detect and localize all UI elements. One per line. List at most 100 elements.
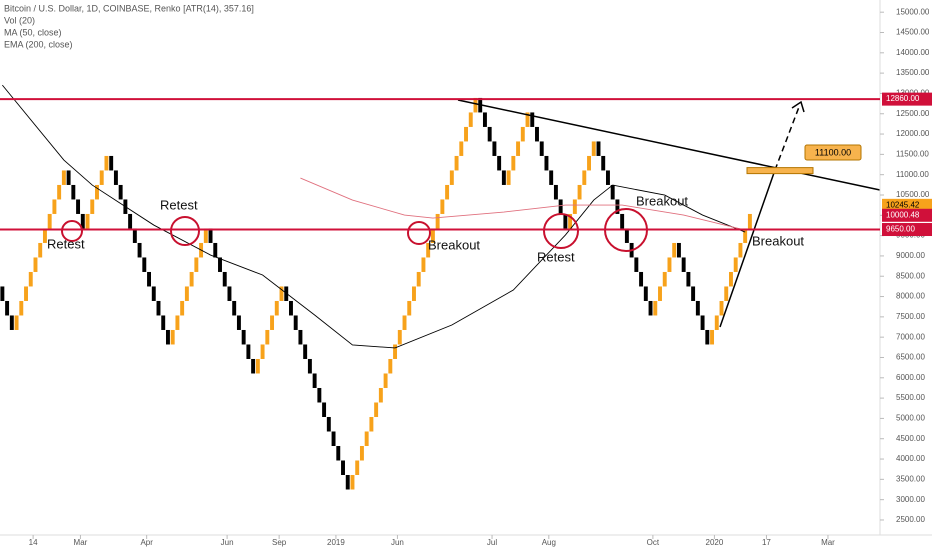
brick [147,271,151,287]
projection-line [774,106,800,171]
brick [19,300,24,316]
brick [719,300,724,316]
brick [246,344,251,359]
brick [738,242,743,258]
indicator-line [300,177,746,231]
brick [402,315,407,330]
brick [662,271,667,287]
legend-entry: Vol (20) [4,15,35,25]
brick [482,112,487,127]
brick [341,460,345,476]
brick [90,199,95,214]
y-tick-label: 13500.00 [896,68,930,77]
brick [572,199,577,214]
brick [397,329,402,345]
price-tag [882,198,932,212]
brick [672,242,677,258]
brick [270,315,275,330]
x-tick-label: Sep [272,538,287,547]
target-zone [746,167,814,175]
x-tick-label: 2020 [706,538,724,547]
brick [445,184,450,200]
brick [208,228,213,243]
annotation: Breakout [752,233,804,248]
brick [359,445,364,461]
brick [639,271,644,287]
brick [95,184,99,200]
indicator-line [2,84,746,349]
brick [170,329,175,345]
brick [615,199,620,214]
brick [165,329,170,345]
brick [449,170,454,185]
x-tick-label: Apr [140,538,153,547]
brick [459,141,464,156]
brick [544,155,549,171]
chart-title: Bitcoin / U.S. Dollar, 1D, COINBASE, Ren… [4,3,254,13]
brick [440,199,445,214]
annotation: Breakout [636,193,688,208]
brick [232,300,237,316]
x-tick-label: 17 [762,538,771,547]
brick [686,271,691,287]
brick [307,358,312,374]
brick [710,329,715,345]
arrow-head [791,100,805,113]
brick [729,271,733,287]
price-tag [882,223,932,237]
brick [705,329,710,345]
brick [468,112,473,127]
price-tag [882,208,932,222]
brick [568,213,573,229]
y-tick-label: 5500.00 [896,393,925,402]
brick [236,315,241,330]
brick [265,329,270,345]
y-tick-label: 14000.00 [896,48,930,57]
price-tag-label: 9650.00 [886,225,915,234]
brick [222,271,227,287]
brick [426,242,431,258]
brick [643,286,648,301]
brick [317,387,322,403]
brick [189,271,194,287]
brick [175,315,180,330]
brick [412,286,416,301]
brick [255,358,260,374]
brick [596,141,601,156]
y-tick-label: 12000.00 [896,129,930,138]
brick [388,358,393,374]
brick [535,126,539,142]
brick [57,184,62,200]
brick [5,300,10,316]
brick [137,242,142,258]
y-tick-label: 4500.00 [896,434,925,443]
y-tick-label: 5000.00 [896,414,925,423]
brick [28,271,33,287]
brick [492,141,497,156]
brick [553,184,558,200]
brick [251,358,256,374]
brick [577,184,582,200]
brick [355,460,360,476]
brick [658,286,662,301]
brick [506,170,511,185]
legend-entry: EMA (200, close) [4,39,73,49]
x-tick-label: 2019 [327,538,345,547]
brick [132,228,137,243]
brick [24,286,28,301]
brick [743,228,748,243]
brick [747,213,752,229]
brick [582,170,587,185]
brick [497,155,502,171]
brick [161,315,166,330]
brick [435,213,440,229]
y-tick-label: 11000.00 [896,170,929,179]
brick [648,300,653,316]
brick [142,257,147,272]
y-tick-label: 6500.00 [896,353,925,362]
brick [681,257,686,272]
brick [516,141,521,156]
y-tick-label: 3500.00 [896,474,925,483]
brick [52,199,57,214]
brick [113,170,118,185]
